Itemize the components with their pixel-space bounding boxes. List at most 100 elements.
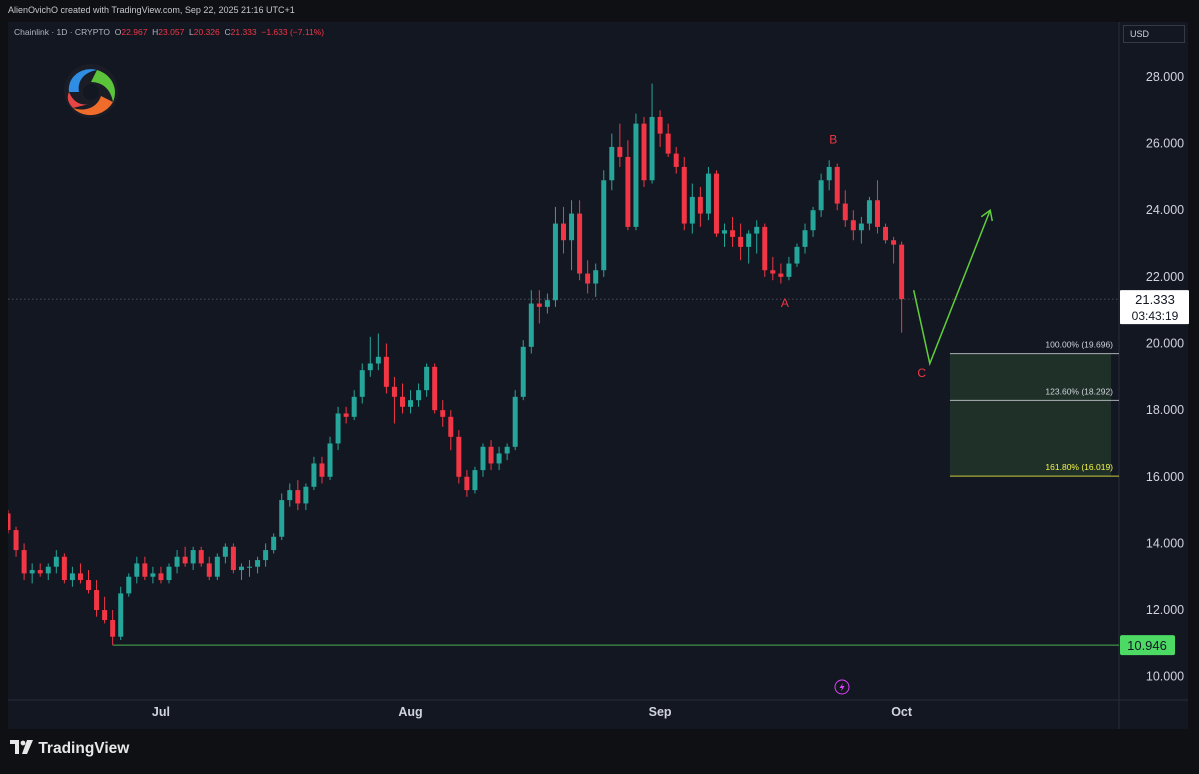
y-tick-label: 22.000 <box>1146 270 1184 284</box>
candle-body <box>641 123 647 181</box>
candle-body <box>399 396 405 407</box>
x-tick-label: Oct <box>891 705 913 719</box>
candle-body <box>303 486 309 504</box>
candle-body <box>295 490 301 504</box>
candle-body <box>287 490 293 501</box>
candle-body <box>746 233 752 247</box>
y-tick-label: 10.000 <box>1146 670 1184 684</box>
x-tick-label: Sep <box>649 705 672 719</box>
candle-body <box>705 173 711 214</box>
candle-body <box>166 566 172 581</box>
candle-body <box>673 153 679 167</box>
candle-body <box>343 413 349 417</box>
candle-body <box>408 400 414 407</box>
candle-body <box>625 156 631 227</box>
wave-label-a: A <box>781 296 789 310</box>
tradingview-mark-icon <box>10 740 33 754</box>
candle-body <box>850 220 856 231</box>
y-tick-label: 18.000 <box>1146 403 1184 417</box>
candle-body <box>794 246 800 264</box>
candle-body <box>53 556 59 567</box>
candle-body <box>110 620 116 637</box>
bar-countdown: 03:43:19 <box>1132 309 1179 323</box>
candle-body <box>432 366 438 411</box>
events-bolt-icon[interactable] <box>834 679 850 695</box>
candle-body <box>464 476 470 491</box>
open-label: O <box>114 27 122 37</box>
y-tick-label: 26.000 <box>1146 137 1184 151</box>
candle-body <box>8 513 11 531</box>
candle-body <box>786 263 792 277</box>
candle-body <box>657 116 663 134</box>
bolt-glyph <box>839 683 845 692</box>
candle-body <box>247 566 253 568</box>
candle-body <box>802 230 808 247</box>
candle-body <box>319 463 325 477</box>
candle-body <box>255 560 261 567</box>
candle-body <box>874 200 880 227</box>
credit-bar: AlienOvichO created with TradingView.com… <box>0 0 1199 22</box>
fib-level-label: 100.00% (19.696) <box>1045 340 1113 350</box>
candle-body <box>271 536 277 551</box>
candle-body <box>609 146 615 181</box>
candle-body <box>697 196 703 214</box>
candle-body <box>230 546 236 571</box>
candle-body <box>102 610 108 621</box>
candle-body <box>544 300 550 307</box>
candle-body <box>722 230 728 234</box>
candle-body <box>279 500 285 537</box>
candle-body <box>536 303 542 307</box>
candle-body <box>810 210 816 231</box>
candle-body <box>150 573 156 577</box>
brand-logo[interactable]: TradingView <box>10 740 129 758</box>
candle-body <box>552 223 558 301</box>
candle-body <box>61 556 67 581</box>
credit-text: AlienOvichO created with TradingView.com… <box>8 5 295 15</box>
candle-body <box>649 116 655 181</box>
candle-body <box>383 356 389 387</box>
candle-body <box>762 226 768 271</box>
y-tick-label: 28.000 <box>1146 70 1184 84</box>
candle-body <box>424 366 430 391</box>
y-tick-label: 12.000 <box>1146 603 1184 617</box>
candle-body <box>391 386 397 397</box>
candle-body <box>883 226 889 241</box>
candle-body <box>504 446 510 454</box>
candle-body <box>69 573 75 581</box>
candle-body <box>29 570 35 574</box>
candle-body <box>351 396 357 417</box>
candle-body <box>496 453 502 464</box>
ohlc-legend: Chainlink · 1D · CRYPTO O22.967 H23.057 … <box>14 27 324 37</box>
candle-body <box>214 556 220 577</box>
fib-level-label: 123.60% (18.292) <box>1045 386 1113 396</box>
currency-button[interactable]: USD <box>1123 25 1185 43</box>
candle-body <box>118 593 124 637</box>
candle-body <box>826 166 832 181</box>
candle-body <box>585 273 591 284</box>
candle-body <box>206 563 212 577</box>
candle-body <box>456 436 462 477</box>
y-tick-label: 14.000 <box>1146 536 1184 550</box>
candle-body <box>86 580 92 591</box>
x-tick-label: Jul <box>152 705 170 719</box>
candle-body <box>158 573 164 581</box>
x-tick-label: Aug <box>398 705 422 719</box>
support-price-badge <box>1120 635 1175 656</box>
candle-body <box>738 236 744 247</box>
candle-body <box>190 550 196 564</box>
candle-body <box>689 196 695 224</box>
candle-body <box>134 563 140 577</box>
fib-level-label: 161.80% (16.019) <box>1045 462 1113 472</box>
high-value: 23.057 <box>158 27 185 37</box>
symbol-label: Chainlink · 1D · CRYPTO <box>14 27 111 37</box>
candle-body <box>13 530 19 551</box>
low-value: 20.326 <box>193 27 220 37</box>
candle-body <box>818 180 824 211</box>
candle-body <box>21 550 27 574</box>
projection-arrowhead <box>980 208 994 222</box>
candle-body <box>311 463 317 487</box>
candle-body <box>222 546 228 557</box>
swirl-logo-icon <box>64 64 118 118</box>
change-value: −1.633 (−7.11%) <box>261 27 325 37</box>
